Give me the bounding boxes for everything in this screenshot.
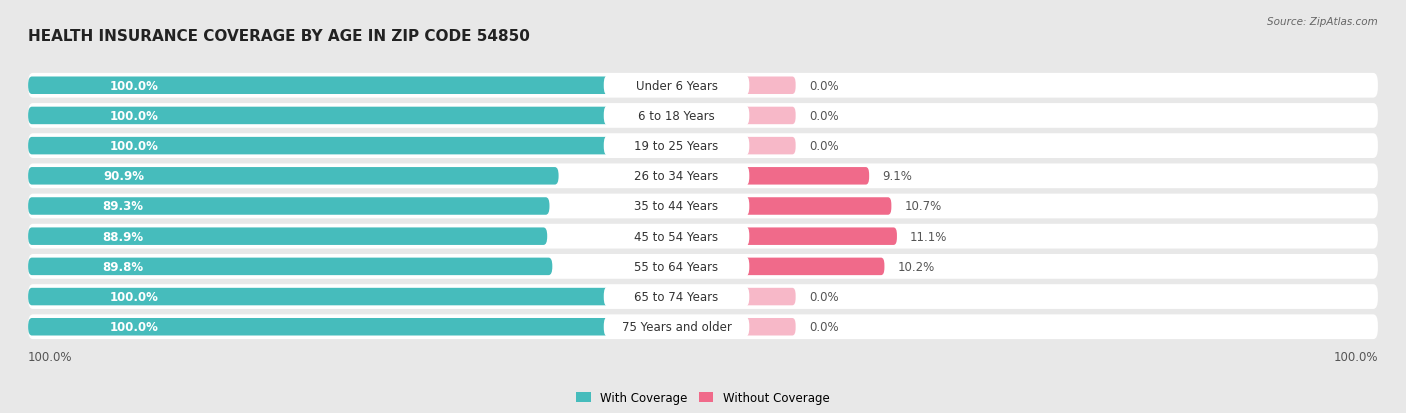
FancyBboxPatch shape — [28, 315, 1378, 339]
FancyBboxPatch shape — [742, 318, 796, 336]
FancyBboxPatch shape — [742, 198, 891, 215]
Text: 9.1%: 9.1% — [883, 170, 912, 183]
Text: 0.0%: 0.0% — [808, 320, 838, 333]
FancyBboxPatch shape — [603, 317, 749, 337]
FancyBboxPatch shape — [742, 138, 796, 155]
FancyBboxPatch shape — [28, 318, 610, 336]
FancyBboxPatch shape — [603, 166, 749, 186]
FancyBboxPatch shape — [603, 106, 749, 126]
FancyBboxPatch shape — [742, 107, 796, 125]
Text: 0.0%: 0.0% — [808, 290, 838, 303]
FancyBboxPatch shape — [28, 164, 1378, 189]
Text: Under 6 Years: Under 6 Years — [636, 80, 717, 93]
Text: 26 to 34 Years: 26 to 34 Years — [634, 170, 718, 183]
Text: 6 to 18 Years: 6 to 18 Years — [638, 110, 714, 123]
FancyBboxPatch shape — [28, 104, 1378, 128]
Text: 100.0%: 100.0% — [28, 351, 73, 363]
Text: 0.0%: 0.0% — [808, 110, 838, 123]
Text: 100.0%: 100.0% — [1333, 351, 1378, 363]
FancyBboxPatch shape — [28, 288, 610, 306]
FancyBboxPatch shape — [603, 287, 749, 307]
FancyBboxPatch shape — [742, 168, 869, 185]
Text: 35 to 44 Years: 35 to 44 Years — [634, 200, 718, 213]
FancyBboxPatch shape — [603, 197, 749, 216]
Text: 100.0%: 100.0% — [110, 80, 159, 93]
Legend: With Coverage, Without Coverage: With Coverage, Without Coverage — [572, 387, 834, 409]
FancyBboxPatch shape — [28, 77, 610, 95]
FancyBboxPatch shape — [28, 194, 1378, 219]
FancyBboxPatch shape — [28, 224, 1378, 249]
FancyBboxPatch shape — [28, 258, 553, 275]
FancyBboxPatch shape — [28, 198, 550, 215]
Text: 89.3%: 89.3% — [103, 200, 143, 213]
Text: 0.0%: 0.0% — [808, 140, 838, 153]
Text: 10.7%: 10.7% — [904, 200, 942, 213]
Text: 88.9%: 88.9% — [103, 230, 143, 243]
FancyBboxPatch shape — [28, 74, 1378, 98]
FancyBboxPatch shape — [28, 107, 610, 125]
Text: 45 to 54 Years: 45 to 54 Years — [634, 230, 718, 243]
Text: HEALTH INSURANCE COVERAGE BY AGE IN ZIP CODE 54850: HEALTH INSURANCE COVERAGE BY AGE IN ZIP … — [28, 29, 530, 44]
FancyBboxPatch shape — [28, 134, 1378, 159]
FancyBboxPatch shape — [742, 77, 796, 95]
FancyBboxPatch shape — [742, 228, 897, 245]
Text: 100.0%: 100.0% — [110, 140, 159, 153]
FancyBboxPatch shape — [603, 257, 749, 277]
Text: 90.9%: 90.9% — [104, 170, 145, 183]
Text: 65 to 74 Years: 65 to 74 Years — [634, 290, 718, 303]
Text: Source: ZipAtlas.com: Source: ZipAtlas.com — [1267, 17, 1378, 26]
FancyBboxPatch shape — [603, 76, 749, 96]
Text: 19 to 25 Years: 19 to 25 Years — [634, 140, 718, 153]
FancyBboxPatch shape — [28, 228, 547, 245]
Text: 0.0%: 0.0% — [808, 80, 838, 93]
Text: 89.8%: 89.8% — [103, 260, 143, 273]
FancyBboxPatch shape — [28, 254, 1378, 279]
Text: 100.0%: 100.0% — [110, 290, 159, 303]
Text: 11.1%: 11.1% — [910, 230, 948, 243]
FancyBboxPatch shape — [28, 168, 558, 185]
Text: 100.0%: 100.0% — [110, 110, 159, 123]
Text: 10.2%: 10.2% — [897, 260, 935, 273]
FancyBboxPatch shape — [603, 136, 749, 156]
Text: 75 Years and older: 75 Years and older — [621, 320, 731, 333]
FancyBboxPatch shape — [28, 285, 1378, 309]
Text: 100.0%: 100.0% — [110, 320, 159, 333]
Text: 55 to 64 Years: 55 to 64 Years — [634, 260, 718, 273]
FancyBboxPatch shape — [28, 138, 610, 155]
FancyBboxPatch shape — [742, 288, 796, 306]
FancyBboxPatch shape — [603, 227, 749, 247]
FancyBboxPatch shape — [742, 258, 884, 275]
